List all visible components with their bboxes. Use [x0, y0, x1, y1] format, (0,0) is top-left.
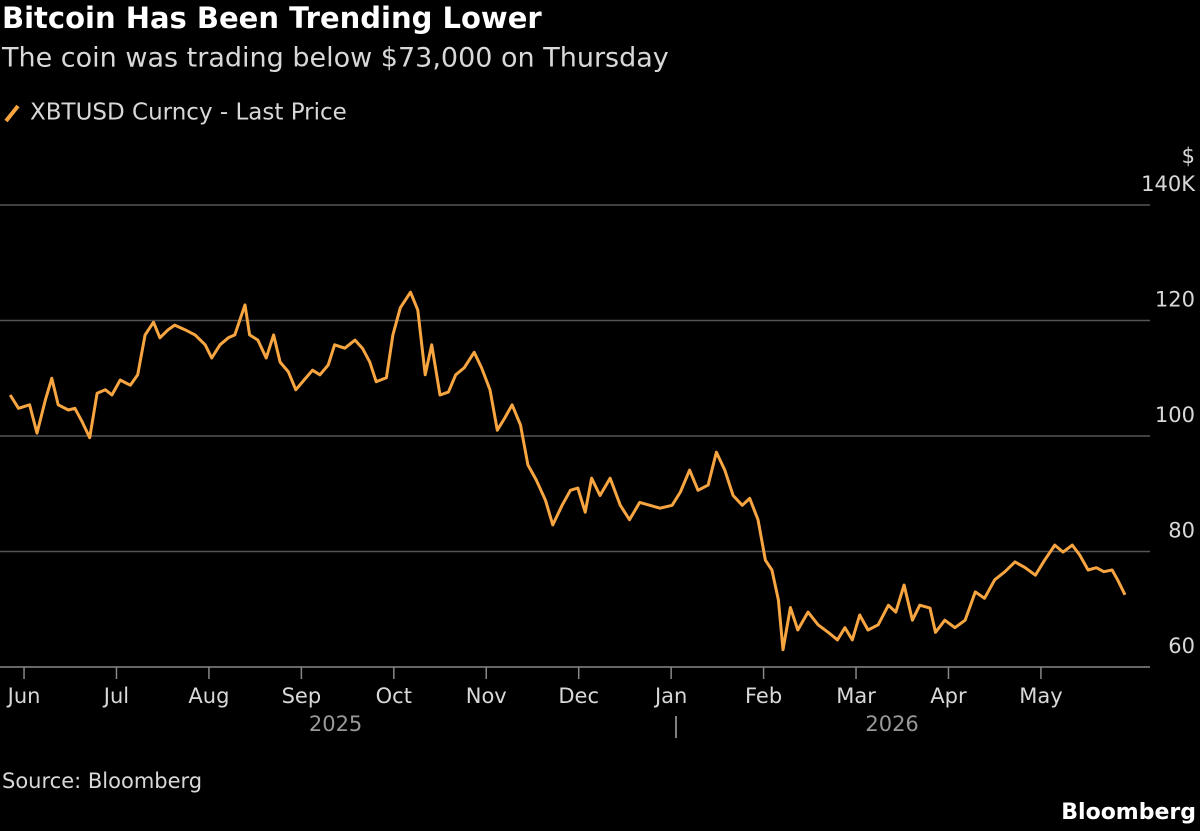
chart-title: Bitcoin Has Been Trending Lower	[2, 1, 542, 35]
x-tick-label: May	[1019, 684, 1062, 708]
chart-subtitle: The coin was trading below $73,000 on Th…	[1, 43, 669, 74]
y-tick-label: 80	[1168, 519, 1195, 543]
x-tick-label: Aug	[188, 684, 229, 708]
y-unit: $	[1182, 144, 1195, 168]
x-tick-label: Sep	[282, 684, 322, 708]
x-tick-label: Jul	[102, 684, 129, 708]
source: Source: Bloomberg	[2, 769, 202, 793]
y-tick-label: 100	[1155, 403, 1195, 427]
brand: Bloomberg	[1061, 800, 1196, 825]
y-tick-label: 120	[1155, 288, 1195, 312]
x-tick-label: Oct	[376, 684, 412, 708]
legend-label: XBTUSD Curncy - Last Price	[30, 100, 347, 126]
price-line	[8, 290, 1127, 652]
x-tick-label: Mar	[836, 684, 876, 708]
x-tick-label: Dec	[558, 684, 599, 708]
x-tick-label: Apr	[930, 684, 967, 708]
x-tick-label: Jan	[653, 684, 687, 708]
x-tick-label: Jun	[6, 684, 41, 708]
year-label: 2025	[309, 712, 362, 736]
x-tick-label: Feb	[745, 684, 782, 708]
x-tick-label: Nov	[466, 684, 507, 708]
year-label: 2026	[865, 712, 918, 736]
legend-swatch	[4, 104, 20, 123]
y-tick-label: 60	[1168, 634, 1195, 658]
y-tick-label: 140K	[1141, 172, 1196, 196]
